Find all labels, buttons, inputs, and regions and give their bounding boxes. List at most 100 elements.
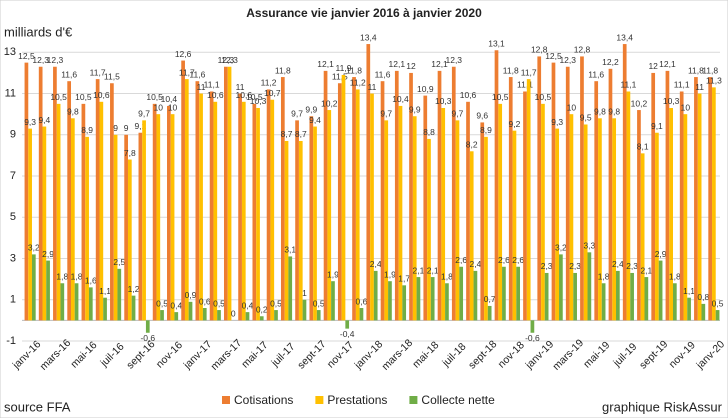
bar — [71, 118, 75, 321]
bar — [352, 77, 356, 321]
data-label: 0,5 — [156, 298, 168, 308]
bar — [655, 132, 659, 321]
bar — [152, 103, 157, 321]
data-label: 0,4 — [170, 300, 182, 310]
data-label: 2,1 — [413, 265, 425, 275]
data-label: 8,8 — [423, 127, 435, 137]
bar — [53, 66, 57, 321]
data-label: 9 — [124, 123, 129, 133]
bar — [288, 256, 293, 321]
data-label: 11,1 — [204, 80, 220, 90]
data-label: 11,3 — [706, 76, 722, 86]
bar — [85, 136, 89, 321]
bar — [469, 151, 474, 321]
data-label: 3,3 — [583, 241, 595, 251]
data-label: 11,7 — [90, 67, 106, 77]
bar — [188, 301, 193, 321]
data-label: 1,8 — [71, 272, 83, 282]
data-label: 12,1 — [389, 59, 406, 69]
bar — [160, 310, 164, 321]
data-label: 11,1 — [674, 80, 690, 90]
data-label: 10,6 — [207, 90, 224, 100]
data-label: 10,3 — [250, 96, 267, 106]
data-label: 0,5 — [712, 298, 724, 308]
bar — [708, 77, 713, 321]
bar — [451, 66, 456, 321]
bar — [502, 266, 506, 321]
data-label: 11,8 — [275, 65, 291, 75]
bar — [644, 277, 649, 321]
data-label: 12,5 — [545, 51, 562, 61]
bar — [466, 101, 470, 321]
bar — [28, 128, 32, 321]
data-label: 8,7 — [295, 129, 307, 139]
bar — [67, 81, 72, 321]
data-label: 10,3 — [435, 96, 452, 106]
data-label: 0,6 — [199, 296, 211, 306]
bar — [88, 287, 93, 321]
data-label: 9,6 — [476, 111, 488, 121]
bar — [181, 60, 185, 321]
data-label: 12,3 — [221, 55, 238, 65]
bar — [142, 120, 146, 321]
bar — [117, 268, 122, 321]
data-label: 9,4 — [38, 115, 50, 125]
data-label: 12,2 — [602, 57, 619, 67]
data-label: 11 — [197, 82, 206, 92]
data-label: 9,5 — [580, 113, 592, 123]
data-label: 0,2 — [256, 305, 268, 315]
bar — [110, 83, 114, 321]
data-label: 1,8 — [441, 272, 453, 282]
data-label: 9,2 — [509, 119, 521, 129]
bar — [537, 56, 542, 321]
data-label: 2,5 — [113, 257, 125, 267]
bar — [445, 283, 449, 321]
bar — [658, 260, 663, 321]
bar — [217, 310, 221, 321]
y-tick-label: -1 — [6, 335, 16, 347]
data-label: 10,5 — [146, 92, 163, 102]
bar — [626, 91, 631, 321]
bar — [366, 44, 371, 321]
data-label: 0,5 — [213, 298, 225, 308]
bar — [370, 93, 374, 321]
bar — [184, 79, 189, 321]
bar — [394, 70, 399, 321]
y-tick-label: 13 — [4, 46, 16, 58]
bar — [612, 118, 617, 321]
legend-swatch — [315, 396, 324, 404]
bar — [441, 107, 446, 321]
data-label: 8,7 — [281, 129, 293, 139]
legend-swatch — [409, 396, 418, 404]
bar — [630, 272, 634, 321]
bar — [74, 283, 79, 321]
bar — [302, 299, 307, 321]
data-label: 8,1 — [637, 142, 649, 152]
bar — [412, 116, 417, 321]
data-label: 0,5 — [313, 298, 325, 308]
data-label: 9,4 — [309, 115, 321, 125]
data-label: 10 — [168, 102, 178, 112]
bar — [665, 70, 670, 321]
bar — [580, 56, 584, 321]
data-label: 9,7 — [452, 109, 464, 119]
data-label: 12,1 — [659, 59, 676, 69]
bar — [715, 310, 720, 321]
data-label: 12 — [648, 61, 658, 71]
bar — [380, 81, 385, 321]
data-label: 12,5 — [18, 51, 35, 61]
data-label: 2,6 — [512, 255, 524, 265]
bar — [640, 153, 645, 321]
data-label: 11,1 — [517, 80, 533, 90]
data-label: 11,1 — [620, 80, 636, 90]
data-label: 9,9 — [305, 104, 317, 114]
data-label: 12,8 — [574, 45, 591, 55]
data-label: 9,1 — [651, 121, 663, 131]
data-label: -0,6 — [525, 333, 540, 343]
bar — [99, 101, 104, 321]
data-label: 12 — [406, 61, 416, 71]
data-label: 0,4 — [242, 300, 254, 310]
bar — [270, 99, 275, 321]
data-label: 2,3 — [541, 261, 553, 271]
